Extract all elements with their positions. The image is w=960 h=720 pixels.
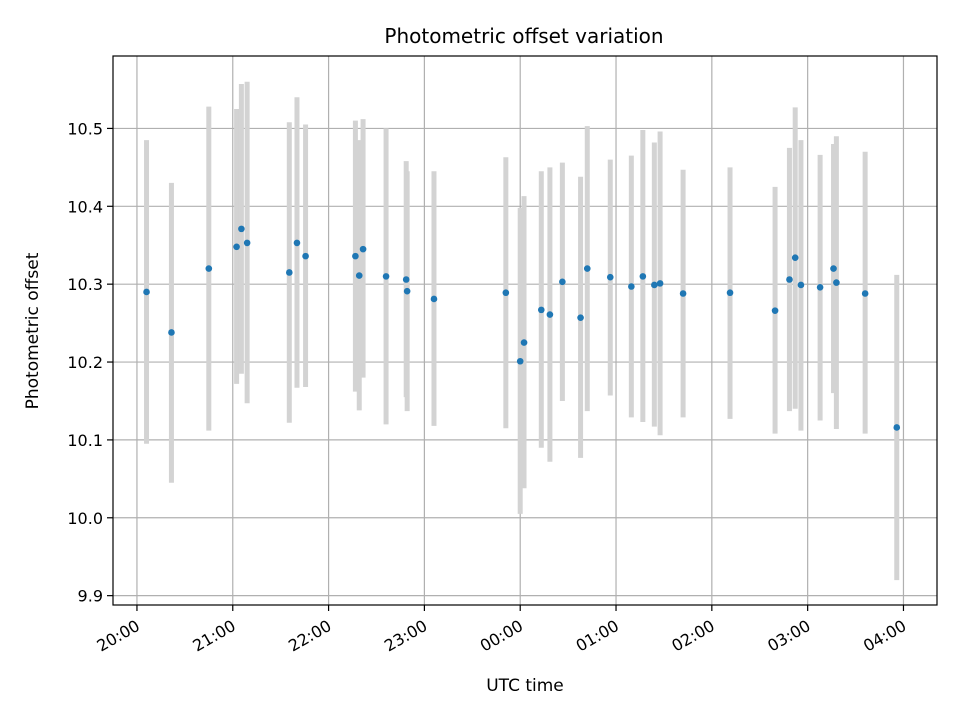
x-tick-label: 01:00 [573, 616, 622, 656]
x-tick-label: 22:00 [285, 616, 334, 656]
data-point [238, 225, 245, 233]
data-point [786, 276, 793, 283]
data-point [302, 252, 309, 260]
data-point [520, 339, 528, 346]
x-tick-label: 04:00 [860, 616, 909, 656]
data-point [797, 281, 805, 289]
data-point [233, 243, 240, 251]
data-point [583, 265, 591, 272]
x-tick-label: 23:00 [381, 616, 430, 656]
data-point [352, 252, 359, 260]
data-point [402, 276, 410, 283]
y-tick-label: 9.9 [78, 587, 103, 606]
data-point [893, 424, 901, 431]
data-point [502, 289, 510, 297]
data-point [606, 273, 614, 281]
data-point [516, 357, 524, 365]
chart-title: Photometric offset variation [384, 24, 663, 48]
data-point [355, 272, 363, 279]
data-point [771, 307, 779, 314]
y-tick-label: 10.4 [67, 197, 103, 216]
data-point [628, 283, 635, 290]
y-tick-label: 10.3 [67, 275, 103, 294]
data-point [243, 239, 251, 247]
data-point [833, 279, 840, 286]
data-point [143, 288, 150, 296]
data-point [430, 295, 438, 303]
y-tick-label: 10.5 [67, 119, 103, 138]
x-tick-label: 03:00 [764, 616, 813, 656]
data-point [359, 245, 367, 253]
y-tick-label: 10.2 [67, 353, 103, 372]
error-bars [144, 81, 900, 581]
data-point [816, 283, 824, 291]
x-axis-ticks: 20:00 21:00 22:00 23:00 00:00 01:00 02:00 03:00… [94, 605, 909, 656]
y-tick-label: 10.0 [67, 509, 103, 528]
data-point [639, 273, 647, 280]
data-point [861, 290, 869, 297]
x-tick-label: 21:00 [189, 616, 238, 656]
x-tick-label: 02:00 [668, 616, 717, 656]
data-point [403, 287, 411, 295]
data-point [791, 254, 799, 261]
x-tick-label: 20:00 [94, 616, 143, 656]
data-point [168, 329, 175, 336]
y-axis-ticks: 9.9 10.0 10.1 10.2 10.3 10.4 10.5 [67, 119, 113, 606]
data-point [205, 265, 213, 272]
data-point [679, 290, 687, 297]
data-point [656, 280, 664, 287]
x-tick-label: 00:00 [477, 616, 526, 656]
y-tick-label: 10.1 [67, 431, 103, 450]
data-point [559, 278, 566, 286]
data-points [143, 225, 901, 431]
data-point [293, 239, 301, 247]
data-point [830, 265, 837, 272]
x-axis-label: UTC time [486, 676, 564, 696]
data-point [382, 273, 390, 280]
data-point [285, 269, 293, 276]
y-axis-label: Photometric offset [23, 252, 43, 409]
data-point [726, 289, 734, 297]
data-point [546, 311, 554, 318]
data-point [577, 314, 584, 321]
plot-frame [112, 55, 938, 606]
data-point [651, 281, 658, 289]
data-point [537, 306, 545, 314]
